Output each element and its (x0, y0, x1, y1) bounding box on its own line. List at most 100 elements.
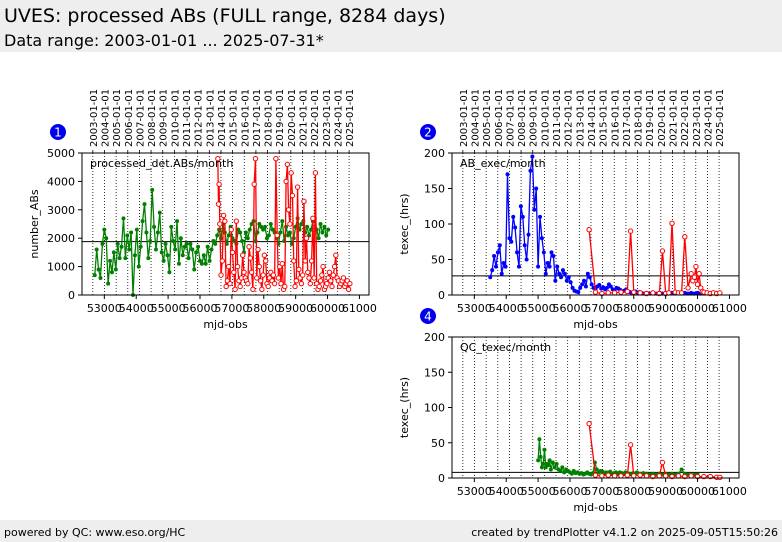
chart1-date-tick-label: 2025-01-01 (345, 89, 356, 147)
chart2-date-tick-label: 2017-01-01 (622, 89, 633, 147)
chart1-series-green-point (182, 244, 187, 249)
chart2-series-blue-point (559, 275, 564, 280)
chart2-x-tick-label: 57000 (584, 302, 619, 315)
chart2-series-blue-point (539, 236, 544, 241)
chart4-series-red-point (631, 473, 637, 479)
chart1-series-green-point (169, 224, 174, 229)
chart1-y-tick-label: 4000 (47, 175, 75, 188)
chart1-series-red-point (252, 155, 259, 162)
chart2-series-blue-point (562, 271, 567, 276)
chart1-series-green-point (316, 236, 321, 241)
chart1-series-red-point (265, 283, 271, 290)
chart2-series-blue-point (488, 275, 493, 280)
chart1-series-green-point (108, 258, 113, 263)
chart2-series-blue-point (536, 264, 541, 269)
chart1-series-green-point (129, 230, 134, 235)
chart4-series-red-point (592, 472, 599, 478)
chart2-date-tick-label: 2010-01-01 (540, 89, 551, 147)
chart1-series-red-point (256, 263, 263, 270)
chart1-date-tick-label: 2004-01-01 (100, 89, 111, 147)
chart1-series-red-point (218, 272, 224, 278)
chart2-date-tick-label: 2012-01-01 (564, 89, 575, 147)
chart1-series-red-point (326, 269, 333, 275)
chart4-y-axis-label: texec_(hrs) (398, 377, 411, 438)
chart1-series-red-point (340, 275, 347, 281)
chart2-series-blue-point (492, 253, 497, 258)
chart1-series-red-point (257, 278, 264, 284)
chart2-series-red-point (685, 285, 691, 291)
chart1-series-green-point (167, 270, 172, 275)
chart1-series-red-point (301, 198, 307, 204)
chart2-date-tick-label: 2004-01-01 (470, 89, 481, 147)
chart1-series-green-point (127, 247, 132, 252)
chart1-series-red-point (273, 155, 279, 162)
chart2-y-tick-label: 200 (424, 147, 445, 160)
chart1-series-green-point (264, 236, 269, 241)
chart1-date-tick-label: 2010-01-01 (170, 89, 181, 147)
chart4-series-green-point (537, 437, 542, 442)
chart1-series-red-point (222, 218, 228, 224)
footer-credit: powered by QC: www.eso.org/HC (4, 526, 186, 539)
chart2-series-red-point (678, 290, 685, 296)
chart1-series-green-point (111, 250, 116, 255)
chart4-series-red-point (627, 442, 634, 448)
chart1-series-green-point (109, 270, 114, 275)
chart1-series-green-point (259, 224, 264, 229)
chart2-series-red-point (691, 274, 698, 280)
chart4-x-tick-label: 58000 (616, 485, 651, 498)
chart1-series-green-point (305, 224, 310, 229)
chart2-date-tick-label: 2011-01-01 (552, 89, 563, 147)
chart1-series-green-point (165, 253, 170, 258)
chart1-x-tick-label: 60000 (310, 302, 345, 315)
chart1-series-red-point (232, 286, 238, 293)
chart2-series-blue-point (608, 284, 613, 289)
chart2-series-blue-point (589, 282, 594, 287)
chart1-series-red-point (287, 221, 293, 227)
chart1-series-red-point (293, 278, 299, 284)
chart1-series-red-point (305, 269, 311, 275)
chart1-series-green-point (299, 222, 304, 226)
chart2-series-blue-point (501, 261, 506, 266)
chart4-series-green-point (542, 447, 547, 452)
chart2-series-blue-point (587, 275, 592, 280)
chart4-x-tick-label: 60000 (680, 485, 715, 498)
chart2-x-tick-label: 55000 (521, 302, 556, 315)
chart4-y-tick-label: 100 (424, 402, 445, 415)
chart1-series-green-point (186, 256, 191, 261)
chart1-series-green-point (266, 233, 271, 238)
chart2-series-blue-point (604, 285, 609, 290)
chart1-series-green-point (205, 244, 210, 249)
chart1-date-tick-label: 2006-01-01 (124, 89, 135, 147)
chart1-series-green-point (173, 247, 178, 252)
chart1-series-red-point (227, 280, 233, 287)
chart1-series-red-point (331, 263, 338, 270)
chart1-date-tick-label: 2014-01-01 (217, 89, 228, 147)
chart4-series-green-point (548, 467, 553, 472)
chart1-series-red-point (229, 249, 236, 256)
chart2-series-blue-point (524, 257, 529, 262)
chart1-series-green-point (192, 267, 197, 272)
chart2-series-blue-point (538, 214, 543, 219)
chart1-series-red-point (270, 272, 277, 278)
chart2-series-blue-point (582, 278, 587, 283)
chart1-series-green-point (249, 222, 254, 226)
chart2-series-blue-point (570, 285, 575, 290)
chart1-series-red-point (298, 280, 305, 287)
chart1-series-green-point (196, 244, 201, 249)
chart4-series-green-point (541, 461, 546, 466)
chart1-series-green-point (243, 230, 248, 235)
chart1-series-red-point (282, 283, 288, 290)
chart1-date-tick-label: 2009-01-01 (159, 89, 170, 147)
chart2-series-blue-point (505, 172, 510, 177)
chart4-y-tick-label: 50 (431, 437, 445, 450)
chart2-x-tick-label: 60000 (680, 302, 715, 315)
chart2-date-tick-label: 2020-01-01 (657, 89, 668, 147)
chart1-series-green-point (176, 261, 181, 266)
chart1-series-green-point (104, 236, 109, 241)
chart1-date-tick-label: 2011-01-01 (182, 89, 193, 147)
chart2-series-blue-point (507, 236, 512, 241)
chart4-series-green-point (539, 465, 544, 470)
chart2-series-blue-point (689, 290, 694, 295)
chart1-series-green-point (171, 239, 176, 244)
chart1-date-tick-label: 2019-01-01 (275, 89, 286, 147)
